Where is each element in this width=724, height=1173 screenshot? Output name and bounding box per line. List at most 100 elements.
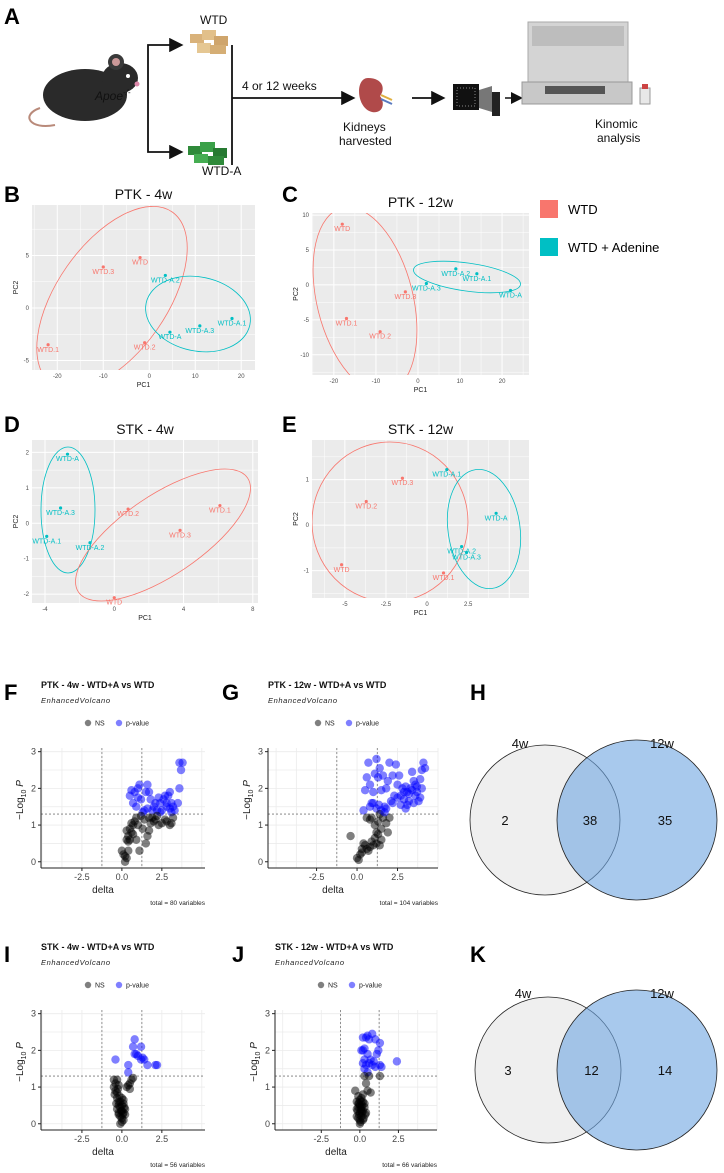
data-point-label: WTD.3	[169, 532, 191, 539]
plot-background	[32, 440, 258, 603]
y-axis-label-end: P	[15, 780, 26, 790]
arrow-to-wtda	[147, 80, 184, 160]
x-axis-label: PC1	[414, 610, 428, 617]
panel-label-e: E	[282, 412, 297, 437]
data-point-label: WTD-A.3	[46, 510, 75, 517]
duration-label: 4 or 12 weeks	[242, 79, 317, 93]
data-point	[475, 272, 479, 276]
volcano-point-ns	[120, 852, 130, 861]
volcano-point-ns	[116, 1119, 125, 1128]
venn-count-only-a: 2	[501, 813, 508, 828]
legend-pvalue-marker	[345, 719, 353, 727]
x-tick-label: 20	[238, 374, 245, 380]
volcano-point-significant	[407, 767, 417, 777]
y-tick-label: -1	[304, 569, 310, 575]
legend-ns-label: NS	[95, 983, 105, 990]
volcano-point-ns	[383, 828, 393, 837]
x-tick-label: -20	[330, 379, 339, 385]
volcano-point-significant	[364, 758, 373, 767]
chart-title: STK - 12w - WTD+A vs WTD	[275, 942, 394, 952]
x-tick-label: -5	[342, 602, 348, 608]
data-point	[198, 324, 202, 328]
data-point	[339, 563, 344, 567]
chart-subtitle: EnhancedVolcano	[275, 958, 345, 967]
x-tick-label: 0.0	[354, 1134, 367, 1144]
x-tick-label: 0	[113, 607, 117, 613]
y-tick-label: 0	[258, 857, 263, 867]
volcano-point-ns	[385, 813, 394, 822]
volcano-point-significant	[165, 804, 175, 813]
volcano-point-ns	[354, 1099, 364, 1108]
x-tick-label: -4	[42, 607, 48, 613]
x-tick-label: -20	[53, 374, 62, 380]
x-tick-label: 4	[182, 607, 186, 613]
data-point	[400, 476, 405, 480]
x-tick-label: 2.5	[391, 872, 404, 882]
plot-background	[312, 440, 529, 598]
y-tick-label: 1	[258, 820, 263, 830]
ellipse-layer	[40, 446, 251, 602]
volcano-point-significant	[420, 763, 430, 773]
x-tick-label: -2.5	[309, 872, 325, 882]
venn-set-label: 12w	[650, 736, 674, 751]
ellipse-layer	[36, 205, 251, 370]
volcano-point-significant	[111, 1055, 120, 1064]
panel-k: K 4w 12w 3 12 14	[470, 942, 718, 1151]
volcano-point-ns	[144, 826, 154, 835]
y-axis-label-main: −Log	[15, 797, 26, 820]
x-axis-label: delta	[92, 1147, 114, 1158]
data-point-label: WTD.1	[433, 575, 455, 582]
panel-label-j: J	[232, 942, 244, 967]
data-point	[459, 544, 464, 549]
points-layer	[109, 1035, 162, 1128]
data-point-label: WTD-A	[158, 334, 181, 341]
y-tick-label: 0	[26, 306, 30, 312]
volcano-point-significant	[369, 787, 378, 797]
plot-background	[268, 748, 438, 868]
data-point	[126, 507, 130, 511]
legend-pvalue-label: p-value	[126, 983, 149, 990]
volcano-point-ns	[122, 826, 131, 835]
legend-pvalue-marker	[348, 981, 356, 989]
volcano-point-ns	[365, 842, 375, 852]
panel-d: D -4 0 4 8 -2 -1 0 1 2 STK - 4w PC1 PC2 WTD-A WTD-A.3 W…	[4, 412, 258, 622]
data-point-label: WTD.2	[134, 345, 156, 352]
data-point	[178, 528, 182, 532]
volcano-point-significant	[388, 771, 397, 780]
volcano-point-ns	[136, 811, 146, 821]
data-point-label: WTD-A.2	[441, 271, 470, 278]
y-tick-label: 10	[302, 213, 309, 219]
legend-ns-label: NS	[328, 983, 338, 990]
volcano-point-significant	[152, 1060, 162, 1070]
volcano-point-significant	[151, 798, 160, 808]
y-axis-label-end: P	[249, 1042, 260, 1052]
volcano-point-significant	[374, 1046, 383, 1055]
volcano-point-significant	[359, 806, 368, 815]
volcano-point-ns	[346, 831, 355, 841]
y-tick-label: 3	[31, 1009, 36, 1019]
y-tick-label: -1	[24, 557, 30, 563]
volcano-point-ns	[127, 819, 136, 828]
volcano-point-ns	[135, 846, 144, 855]
volcano-point-significant	[388, 798, 397, 808]
data-point-label: WTD-A.2	[447, 549, 476, 556]
points-layer	[346, 754, 430, 865]
data-point	[230, 316, 234, 321]
x-tick-label: -10	[372, 379, 381, 385]
y-axis-label-main: −Log	[15, 1059, 26, 1082]
data-point	[340, 222, 344, 226]
volcano-point-significant	[377, 1062, 386, 1072]
volcano-point-significant	[393, 780, 402, 789]
chart-title: PTK - 4w	[115, 186, 173, 202]
panel-label-b: B	[4, 182, 20, 207]
volcano-point-significant	[130, 1035, 139, 1044]
x-tick-label: -2.5	[74, 872, 90, 882]
y-tick-label: 3	[258, 747, 263, 757]
y-axis-label: −Log10 P	[15, 780, 28, 820]
volcano-point-significant	[375, 763, 384, 773]
volcano-point-ns	[151, 815, 160, 824]
mouse-icon	[28, 54, 140, 127]
diet-wtda-label: WTD-A	[202, 164, 241, 178]
data-point-label: WTD-A.1	[32, 538, 61, 545]
